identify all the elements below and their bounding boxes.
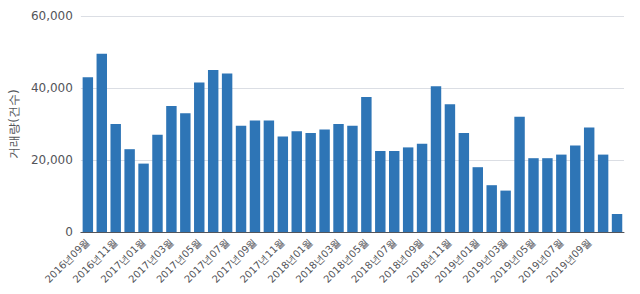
svg-text:2018년07월: 2018년07월: [349, 236, 399, 285]
svg-text:2016년11월: 2016년11월: [70, 236, 120, 285]
svg-text:2017년01월: 2017년01월: [98, 236, 148, 285]
svg-text:2019년01월: 2019년01월: [432, 236, 482, 285]
svg-text:2016년09월: 2016년09월: [42, 236, 92, 285]
svg-text:2018년05월: 2018년05월: [321, 236, 371, 285]
svg-text:2019년07월: 2019년07월: [516, 236, 566, 285]
svg-text:0: 0: [65, 225, 73, 239]
svg-text:2017년05월: 2017년05월: [154, 236, 204, 285]
svg-text:2017년07월: 2017년07월: [182, 236, 231, 285]
svg-text:20,000: 20,000: [31, 153, 73, 167]
svg-text:거래량(건수): 거래량(건수): [7, 89, 21, 158]
svg-text:2018년11월: 2018년11월: [404, 236, 454, 285]
svg-text:2019년03월: 2019년03월: [460, 236, 510, 285]
svg-text:2018년03월: 2018년03월: [293, 236, 343, 285]
svg-text:40,000: 40,000: [31, 81, 73, 95]
svg-text:60,000: 60,000: [31, 9, 73, 23]
svg-text:2017년11월: 2017년11월: [237, 236, 287, 285]
svg-text:2018년01월: 2018년01월: [265, 236, 315, 285]
svg-text:2019년09월: 2019년09월: [544, 236, 593, 285]
svg-text:2017년03월: 2017년03월: [126, 236, 176, 285]
svg-text:2019년05월: 2019년05월: [488, 236, 538, 285]
svg-text:2017년09월: 2017년09월: [210, 236, 259, 285]
svg-text:2018년09월: 2018년09월: [377, 236, 426, 285]
